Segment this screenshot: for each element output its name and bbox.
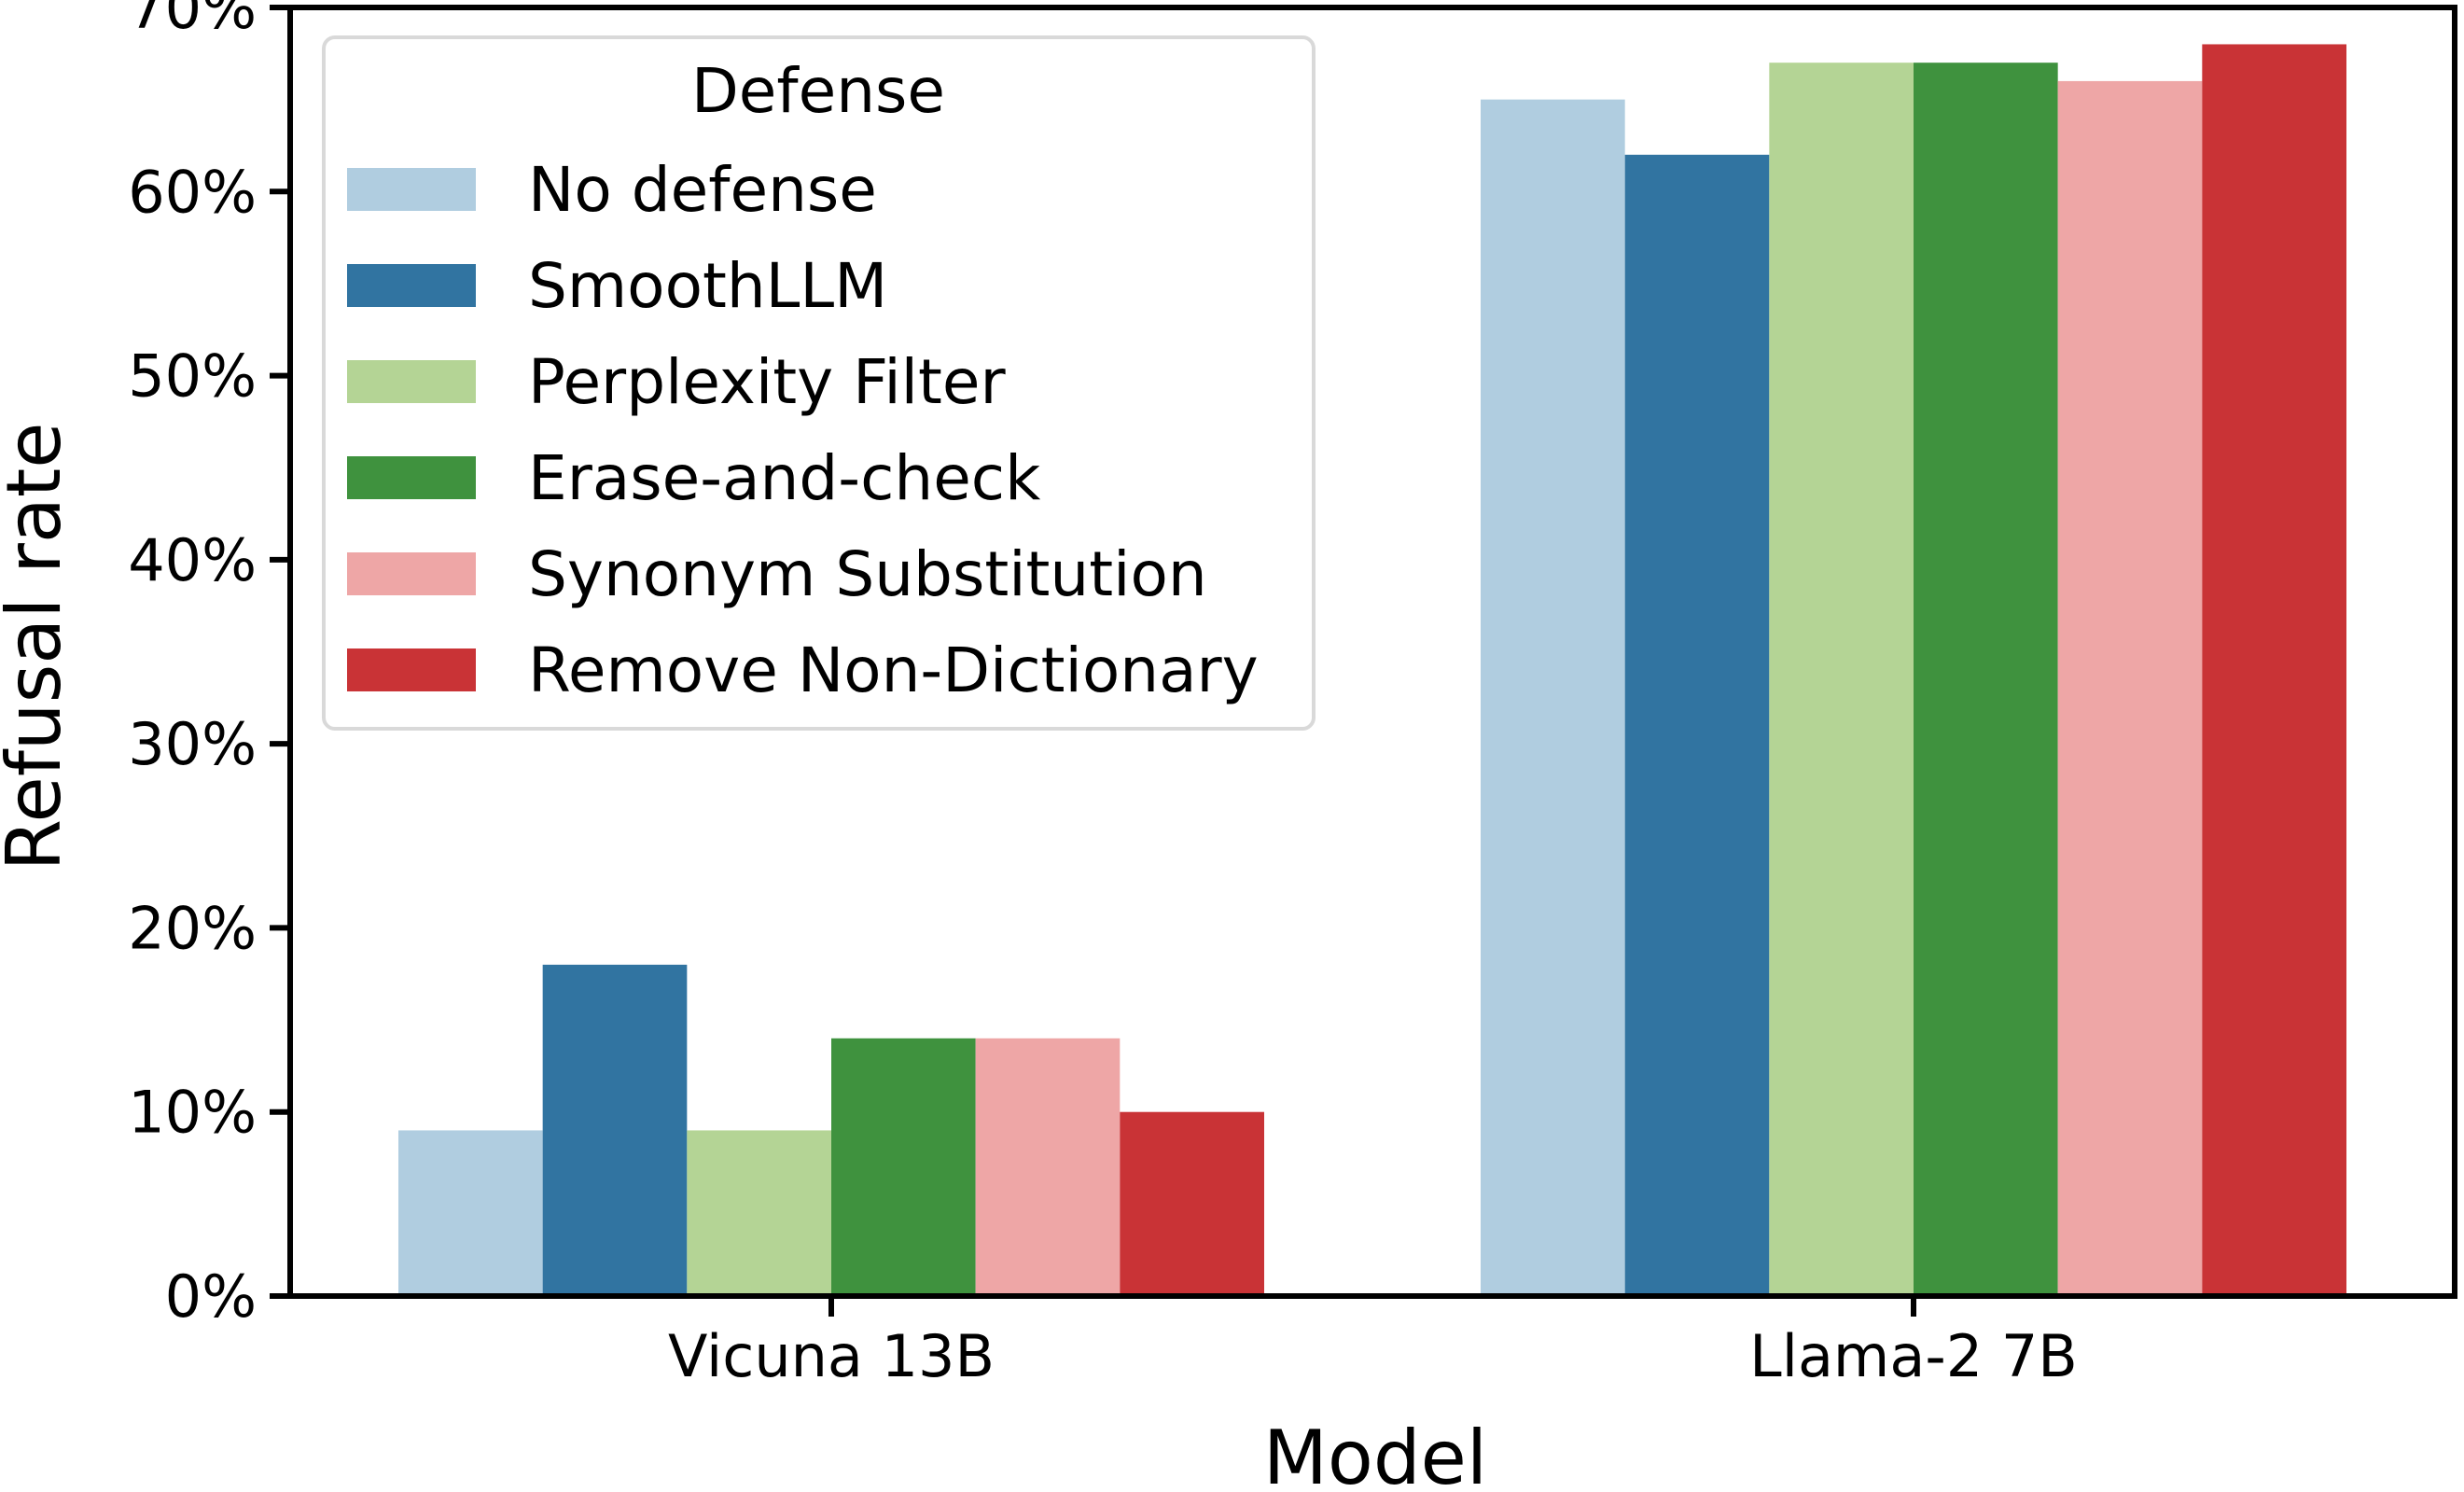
legend-swatch [347,264,476,307]
x-tick-label: Vicuna 13B [668,1322,995,1390]
bar-erase-and-check-llama-2-7b [1914,63,2058,1297]
legend-entries: No defense SmoothLLM Perplexity Filter Eras… [347,154,1259,706]
axes-layer: 0% 10% 20% 30% 40% 50% 60% 70% Vicuna 13B Llama-2… [128,0,2457,1390]
bar-smoothllm-vicuna-13b [542,964,688,1296]
bar-remove-non-dictionary-vicuna-13b [1120,1111,1264,1296]
legend-title: Defense [691,55,945,127]
y-tick-label: 40% [128,526,257,594]
y-axis-title: Refusal rate [0,423,77,871]
bar-smoothllm-llama-2-7b [1624,154,1770,1296]
y-tick-label: 0% [165,1262,257,1331]
legend: Defense No defense SmoothLLM Perplexity Fi… [322,35,1316,731]
y-tick-label: 50% [128,342,257,411]
bar-perplexity-filter-llama-2-7b [1769,63,1914,1297]
y-tick-label: 20% [128,894,257,962]
bar-synonym-substitution-llama-2-7b [2057,80,2203,1296]
legend-label: Erase-and-check [528,442,1041,514]
bar-remove-non-dictionary-llama-2-7b [2202,44,2346,1296]
x-tick-label: Llama-2 7B [1749,1322,2078,1390]
y-tick-label: 70% [128,0,257,42]
legend-swatch [347,648,476,691]
legend-swatch [347,552,476,595]
legend-frame [322,35,1316,731]
y-tick-label: 10% [128,1079,257,1147]
plot-frame [287,5,2457,1299]
legend-label: Perplexity Filter [528,346,1006,418]
bar-no-defense-vicuna-13b [398,1130,543,1296]
bars-layer [398,44,2346,1297]
legend-swatch [347,360,476,403]
y-tick-label: 30% [128,710,257,778]
bar-erase-and-check-vicuna-13b [831,1038,976,1296]
bar-synonym-substitution-vicuna-13b [975,1038,1121,1296]
legend-swatch [347,168,476,211]
legend-label: SmoothLLM [528,250,887,322]
y-tick-label: 60% [128,158,257,226]
legend-label: No defense [528,154,877,226]
legend-label: Synonym Substitution [528,538,1207,610]
x-axis-title: Model [1263,1415,1487,1492]
bar-perplexity-filter-vicuna-13b [687,1130,831,1296]
legend-label: Remove Non-Dictionary [528,634,1259,706]
legend-swatch [347,456,476,499]
bar-no-defense-llama-2-7b [1481,99,1625,1297]
